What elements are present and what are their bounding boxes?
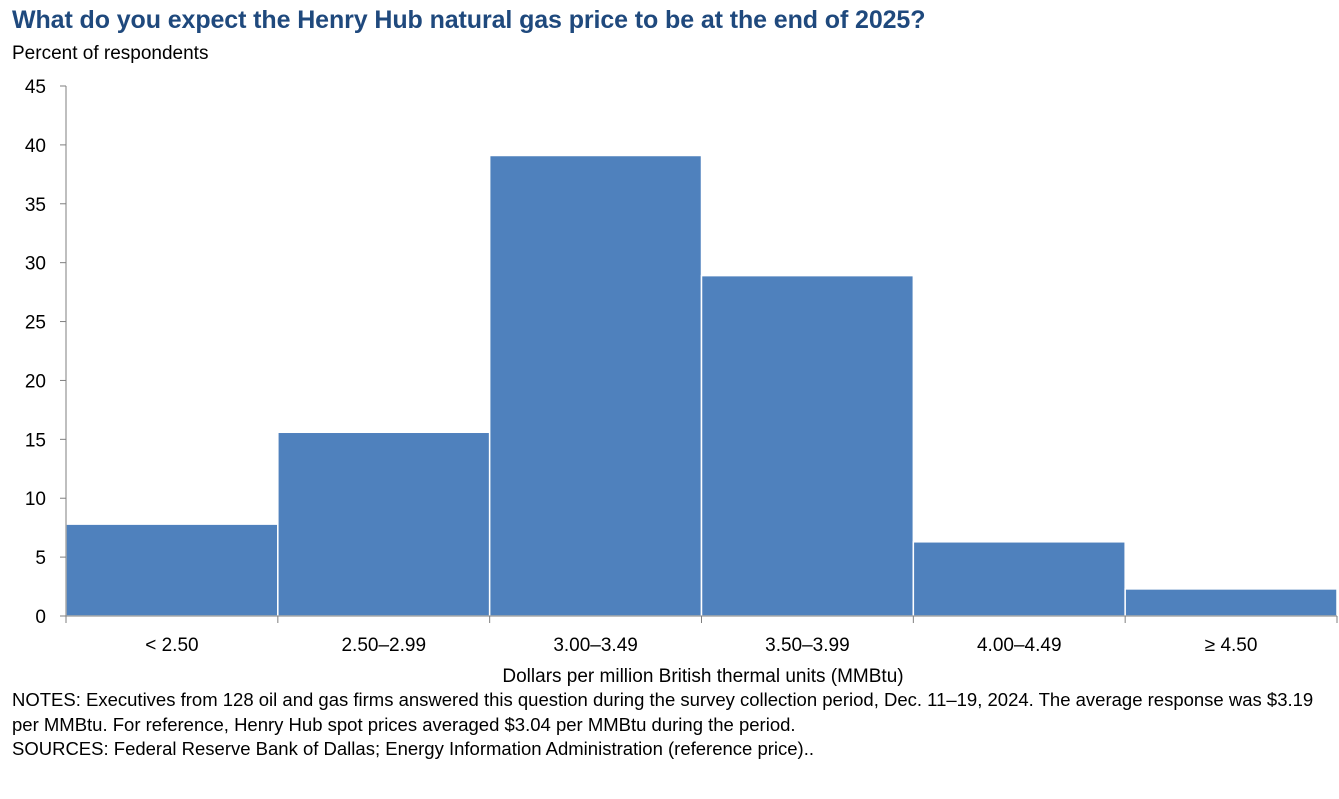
x-tick-label: 2.50–2.99 <box>341 635 426 656</box>
x-tick-label: 3.50–3.99 <box>765 635 850 656</box>
sources-text: SOURCES: Federal Reserve Bank of Dallas;… <box>12 738 814 759</box>
y-tick-label: 20 <box>25 371 46 392</box>
y-tick-label: 30 <box>25 254 46 275</box>
y-tick-label: 5 <box>35 548 46 569</box>
x-tick-label: 3.00–3.49 <box>553 635 638 656</box>
y-axis-label: Percent of respondents <box>12 43 209 64</box>
x-axis-label: Dollars per million British thermal unit… <box>502 666 903 687</box>
y-tick-label: 15 <box>25 430 46 451</box>
y-tick-label: 0 <box>35 607 46 628</box>
bar-1 <box>277 431 491 617</box>
y-tick-label: 40 <box>25 136 46 157</box>
y-tick-label: 35 <box>25 195 46 216</box>
bar-0 <box>65 523 279 617</box>
bars-group <box>65 154 1338 617</box>
y-tick-label: 25 <box>25 313 46 334</box>
x-tick-label: < 2.50 <box>145 635 198 656</box>
y-tick-label: 10 <box>25 489 46 510</box>
chart-title: What do you expect the Henry Hub natural… <box>12 6 926 34</box>
bar-5 <box>1124 588 1338 617</box>
bar-2 <box>488 154 703 617</box>
bar-3 <box>700 274 915 617</box>
x-tick-label: ≥ 4.50 <box>1205 635 1258 656</box>
notes-text: NOTES: Executives from 128 oil and gas f… <box>12 689 1314 735</box>
notes-block: NOTES: Executives from 128 oil and gas f… <box>12 688 1337 762</box>
y-tick-label: 45 <box>25 77 46 98</box>
axes-group: 0 5 10 15 20 25 30 35 40 45 < 2.50 2.50–2.99 3.00–3.… <box>25 77 1338 656</box>
x-tick-label: 4.00–4.49 <box>977 635 1062 656</box>
bar-4 <box>912 541 1126 617</box>
